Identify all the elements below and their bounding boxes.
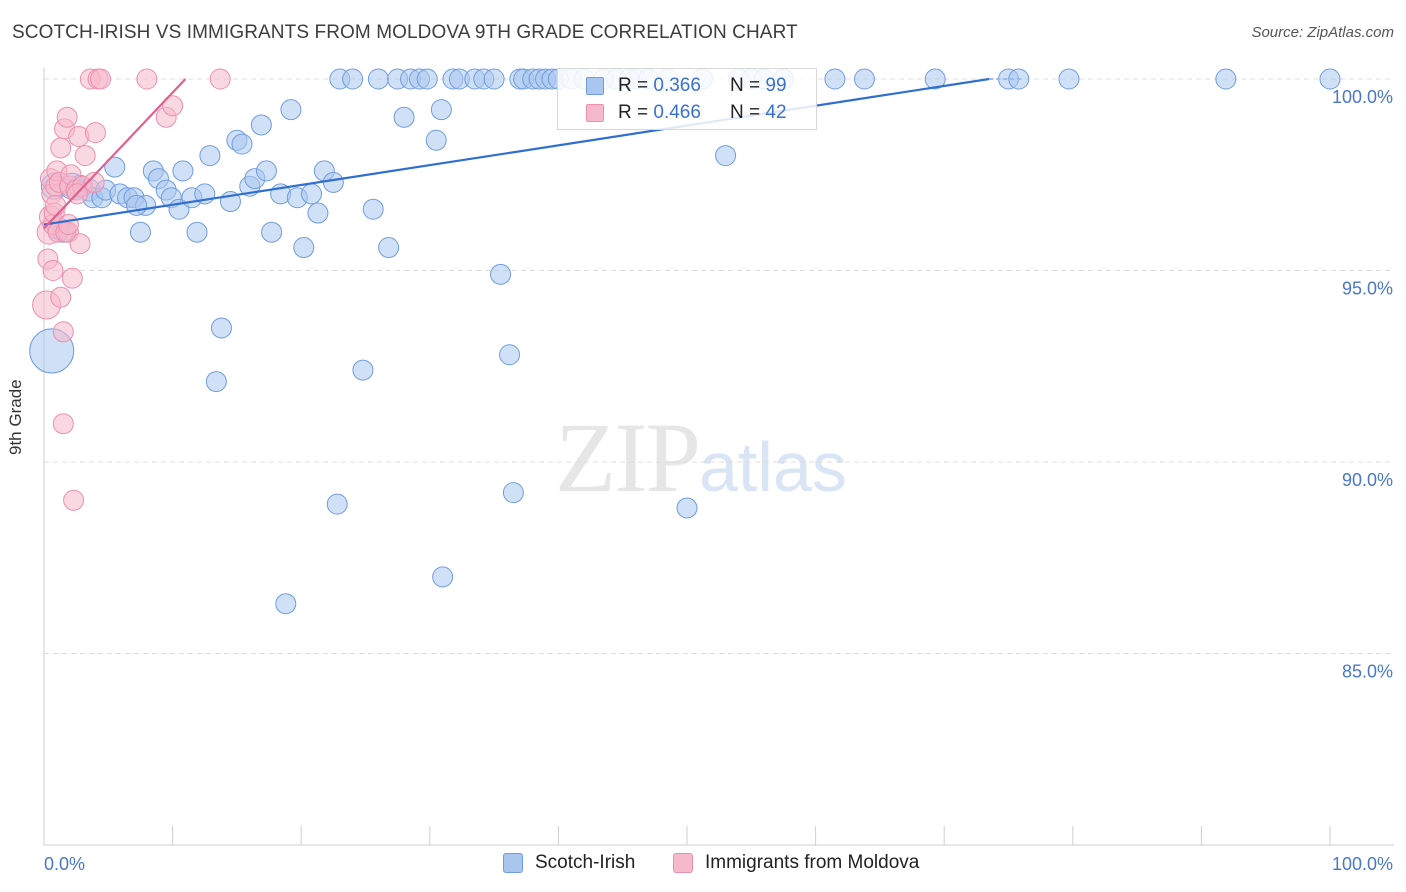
data-point (52, 413, 74, 435)
moldova-points (32, 68, 231, 511)
data-point (715, 145, 737, 167)
legend-r-pink: R = 0.466 (618, 102, 701, 123)
y-tick-label: 100.0% (1332, 87, 1393, 107)
data-point (84, 122, 106, 144)
data-point (90, 68, 112, 90)
data-point (186, 221, 208, 243)
bottom-legend-label-blue: Scotch-Irish (535, 852, 636, 873)
data-point (231, 133, 253, 155)
data-point (432, 566, 454, 588)
legend-swatch-pink (586, 104, 604, 122)
data-point (69, 233, 91, 255)
data-point (129, 221, 151, 243)
correlation-legend: R = 0.366 N = 99 R = 0.466 N = 42 (557, 68, 817, 130)
data-point (74, 145, 96, 167)
data-point (250, 114, 272, 136)
watermark: ZIPatlas (555, 400, 847, 515)
data-point (209, 68, 231, 90)
data-point (50, 137, 72, 159)
data-point (378, 237, 400, 259)
data-point (362, 198, 384, 220)
data-point (83, 171, 105, 193)
data-point (136, 68, 158, 90)
data-point (293, 237, 315, 259)
data-point (1215, 68, 1237, 90)
data-point (42, 260, 64, 281)
data-point (45, 194, 67, 216)
data-point (326, 493, 348, 515)
data-point (924, 68, 946, 90)
trend-lines (43, 77, 1022, 230)
bottom-legend-swatch-blue (503, 853, 523, 873)
data-point (56, 106, 78, 128)
data-point (255, 160, 277, 182)
data-point (342, 68, 364, 90)
data-point (261, 221, 283, 243)
data-point (322, 171, 344, 193)
tick-labels: 100.0% 95.0% 90.0% 85.0% 0.0% 100.0% (44, 87, 1393, 874)
x-tick-label: 0.0% (44, 854, 85, 874)
data-point (393, 106, 415, 128)
data-point (367, 68, 389, 90)
data-point (676, 497, 698, 519)
y-tick-label: 85.0% (1342, 662, 1393, 682)
data-point (853, 68, 875, 90)
data-point (483, 68, 505, 90)
data-point (52, 321, 74, 343)
watermark-zip: ZIP (555, 402, 701, 513)
data-point (104, 156, 126, 178)
data-point (1058, 68, 1080, 90)
data-point (57, 214, 79, 236)
data-point (199, 145, 221, 167)
data-point (499, 344, 521, 366)
bottom-legend-swatch-pink (673, 853, 693, 873)
trend-line-scotch-irish (43, 77, 990, 226)
legend-n-pink: N = 42 (730, 102, 787, 123)
data-point (490, 263, 512, 285)
data-point (430, 99, 452, 121)
data-point (50, 286, 72, 308)
data-point (352, 359, 374, 381)
data-point (307, 202, 329, 224)
data-point (1319, 68, 1341, 90)
data-point (502, 482, 524, 504)
data-point (416, 68, 438, 90)
bottom-legend-label-pink: Immigrants from Moldova (705, 852, 920, 873)
y-tick-label: 95.0% (1342, 279, 1393, 299)
data-point (205, 371, 227, 393)
x-tick-label: 100.0% (1332, 854, 1393, 874)
legend-n-blue: N = 99 (730, 75, 787, 96)
data-point (824, 68, 846, 90)
legend-r-blue: R = 0.366 (618, 75, 701, 96)
trend-line-moldova (43, 78, 187, 230)
scotch-irish-points (29, 68, 1341, 615)
legend-swatch-blue (586, 77, 604, 95)
data-point (172, 160, 194, 182)
watermark-atlas: atlas (699, 428, 847, 506)
chart-title: SCOTCH-IRISH VS IMMIGRANTS FROM MOLDOVA … (12, 22, 798, 43)
data-point (61, 267, 83, 289)
data-point (280, 99, 302, 121)
data-point (275, 593, 297, 615)
data-point (300, 183, 322, 205)
gridlines (44, 78, 1394, 654)
data-point (63, 489, 85, 511)
data-point (162, 95, 184, 117)
data-point (425, 129, 447, 151)
data-point (210, 317, 232, 339)
source-label: Source: ZipAtlas.com (1251, 24, 1394, 41)
y-tick-label: 90.0% (1342, 470, 1393, 490)
